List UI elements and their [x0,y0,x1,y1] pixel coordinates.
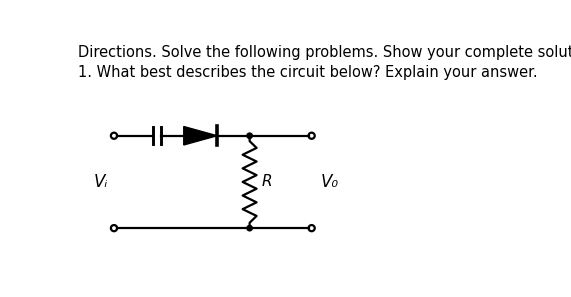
Text: V₀: V₀ [321,173,339,191]
Circle shape [247,225,252,231]
Text: 1. What best describes the circuit below? Explain your answer.: 1. What best describes the circuit below… [78,65,537,80]
Circle shape [247,133,252,138]
Text: Directions. Solve the following problems. Show your complete solution.: Directions. Solve the following problems… [78,45,571,60]
Text: R: R [262,174,272,189]
Polygon shape [184,127,217,145]
Text: Vᵢ: Vᵢ [94,173,108,191]
